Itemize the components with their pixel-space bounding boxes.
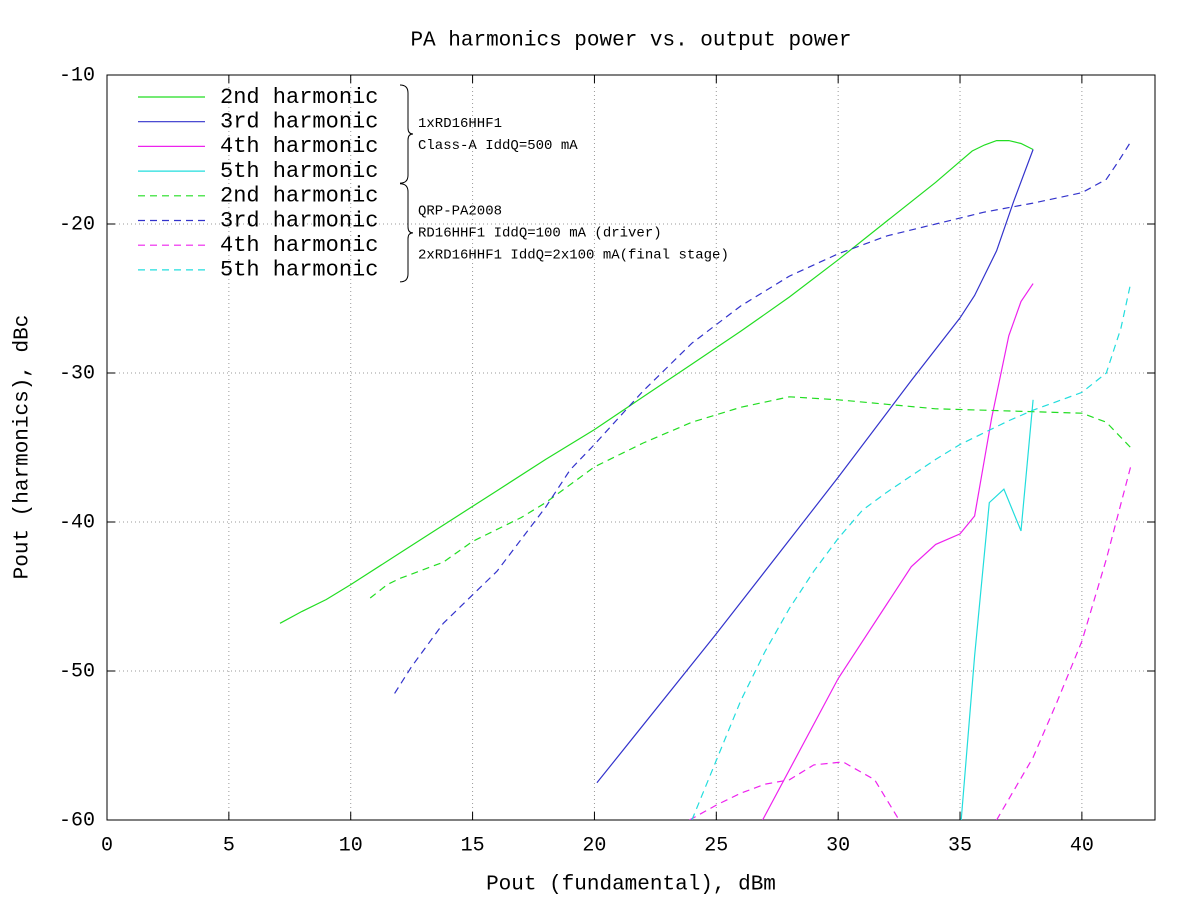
x-tick-label: 0 — [101, 834, 113, 857]
series-line — [691, 283, 1132, 820]
x-tick-label: 5 — [223, 834, 235, 857]
legend-brace — [399, 84, 414, 184]
legend-brace — [399, 183, 414, 283]
y-tick-label: -20 — [59, 213, 95, 236]
chart-title: PA harmonics power vs. output power — [410, 30, 851, 53]
x-tick-label: 30 — [826, 834, 850, 857]
x-tick-label: 25 — [704, 834, 728, 857]
plot-area — [279, 140, 1132, 820]
legend-label: 4th harmonic — [220, 134, 378, 159]
legend-label: 3rd harmonic — [220, 110, 378, 135]
x-tick-label: 20 — [582, 834, 606, 857]
legend-group-text: RD16HHF1 IddQ=100 mA (driver) — [418, 226, 662, 242]
legend-group-text: 2xRD16HHF1 IddQ=2x100 mA(final stage) — [418, 248, 729, 264]
legend-label: 5th harmonic — [220, 258, 378, 283]
series-line — [596, 149, 1034, 784]
x-axis-label: Pout (fundamental), dBm — [486, 874, 776, 897]
x-tick-label: 35 — [948, 834, 972, 857]
legend-label: 2nd harmonic — [220, 85, 378, 110]
plot-frame — [106, 74, 1156, 821]
series-line — [279, 140, 1034, 624]
x-tick-label: 40 — [1070, 834, 1094, 857]
legend-label: 2nd harmonic — [220, 184, 378, 209]
legend-label: 3rd harmonic — [220, 208, 378, 233]
series-line — [369, 396, 1132, 599]
series-line — [960, 399, 1034, 820]
legend-group-text: 1xRD16HHF1 — [418, 116, 502, 132]
series-line — [689, 466, 1132, 820]
y-tick-label: -30 — [59, 362, 95, 385]
series-line — [762, 283, 1034, 820]
legend-group-text: Class-A IddQ=500 mA — [418, 138, 578, 154]
legend-label: 5th harmonic — [220, 159, 378, 184]
x-tick-label: 10 — [339, 834, 363, 857]
y-tick-label: -40 — [59, 511, 95, 534]
y-tick-label: -50 — [59, 660, 95, 683]
x-tick-label: 15 — [461, 834, 485, 857]
legend-label: 4th harmonic — [220, 233, 378, 258]
y-tick-label: -60 — [59, 809, 95, 832]
series-line — [394, 141, 1132, 694]
y-tick-label: -10 — [59, 64, 95, 87]
y-axis-label: Pout (harmonics), dBc — [12, 315, 35, 580]
legend-group-text: QRP-PA2008 — [418, 204, 502, 220]
